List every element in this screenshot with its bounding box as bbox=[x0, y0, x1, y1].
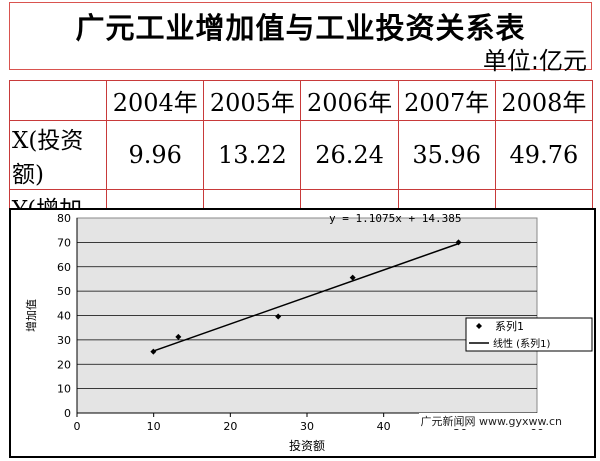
data-point bbox=[349, 274, 356, 281]
y-tick-label: 50 bbox=[57, 285, 71, 298]
table-row-label: X(投资额) bbox=[8, 120, 108, 190]
legend-box bbox=[465, 317, 593, 352]
y-tick-label: 10 bbox=[57, 383, 71, 396]
table-cell: 49.76 bbox=[494, 120, 594, 190]
table-cell: 26.24 bbox=[300, 120, 399, 190]
y-tick-label: 80 bbox=[57, 212, 71, 225]
x-tick-label: 0 bbox=[74, 420, 81, 433]
title-box: 广元工业增加值与工业投资关系表 单位:亿元 bbox=[9, 2, 592, 75]
unit-label: 单位:亿元 bbox=[482, 47, 587, 75]
x-tick-label: 40 bbox=[377, 420, 391, 433]
y-axis-title: 增加值 bbox=[24, 299, 38, 332]
table-year-cell: 2008年 bbox=[494, 80, 594, 121]
legend-marker-series bbox=[476, 323, 482, 329]
table-year-cell: 2007年 bbox=[397, 80, 496, 121]
y-tick-label: 0 bbox=[64, 407, 71, 420]
y-tick-label: 30 bbox=[57, 334, 71, 347]
trendline-equation: y = 1.1075x + 14.385 bbox=[329, 212, 461, 225]
y-tick-label: 60 bbox=[57, 261, 71, 274]
table-corner-cell bbox=[8, 80, 108, 121]
page-title: 广元工业增加值与工业投资关系表 bbox=[75, 11, 526, 45]
y-tick-label: 70 bbox=[57, 236, 71, 249]
table-year-cell: 2005年 bbox=[203, 80, 302, 121]
table-row-investment: X(投资额) 9.96 13.22 26.24 35.96 49.76 bbox=[8, 120, 594, 190]
data-point bbox=[275, 313, 282, 320]
table-year-cell: 2004年 bbox=[106, 80, 205, 121]
x-tick-label: 10 bbox=[147, 420, 161, 433]
data-point bbox=[455, 239, 462, 246]
table-header-row: 2004年 2005年 2006年 2007年 2008年 bbox=[8, 80, 594, 121]
x-tick-label: 20 bbox=[223, 420, 237, 433]
scatter-chart: 010203040506070800102030405060y = 1.1075… bbox=[24, 212, 593, 453]
table-cell: 9.96 bbox=[106, 120, 205, 190]
table-year-cell: 2006年 bbox=[300, 80, 399, 121]
data-point bbox=[150, 348, 157, 355]
y-tick-label: 40 bbox=[57, 310, 71, 323]
table-cell: 35.96 bbox=[397, 120, 496, 190]
x-tick-label: 30 bbox=[300, 420, 314, 433]
trendline bbox=[153, 242, 459, 352]
legend-label-trend: 线性 (系列1) bbox=[493, 337, 550, 350]
table-cell: 13.22 bbox=[203, 120, 302, 190]
x-axis-title: 投资额 bbox=[289, 438, 325, 453]
legend-label-series: 系列1 bbox=[495, 319, 524, 333]
data-point bbox=[175, 333, 182, 340]
y-tick-label: 20 bbox=[57, 358, 71, 371]
watermark: 广元新闻网 www.gyxww.cn bbox=[418, 413, 564, 429]
